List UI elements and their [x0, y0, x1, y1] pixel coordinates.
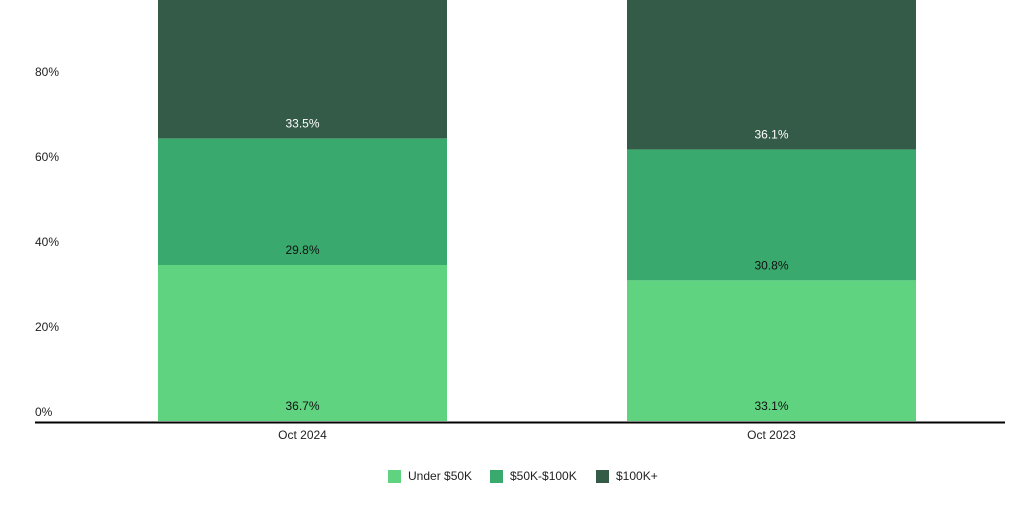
- legend-label: Under $50K: [408, 469, 472, 483]
- legend-swatch: [388, 470, 401, 483]
- bar-segment: [158, 0, 447, 139]
- data-label: 29.8%: [285, 243, 319, 257]
- data-label: 33.1%: [754, 399, 788, 413]
- data-label: 30.8%: [754, 258, 788, 272]
- x-tick-label: Oct 2023: [747, 428, 796, 442]
- legend-swatch: [596, 470, 609, 483]
- bar-segment: [627, 149, 916, 281]
- data-label: 36.1%: [754, 128, 788, 142]
- y-tick-label: 80%: [35, 65, 59, 79]
- y-tick-label: 40%: [35, 235, 59, 249]
- bar-segment: [158, 138, 447, 266]
- data-label: 33.5%: [285, 117, 319, 131]
- legend-label: $50K-$100K: [510, 469, 577, 483]
- y-tick-label: 20%: [35, 320, 59, 334]
- x-tick-label: Oct 2024: [278, 428, 327, 442]
- y-tick-label: 0%: [35, 405, 53, 419]
- legend-swatch: [490, 470, 503, 483]
- bar-segment: [158, 265, 447, 421]
- data-label: 36.7%: [285, 399, 319, 413]
- legend-label: $100K+: [616, 469, 658, 483]
- bar-segment: [627, 0, 916, 150]
- y-tick-label: 60%: [35, 150, 59, 164]
- bar-segment: [627, 280, 916, 421]
